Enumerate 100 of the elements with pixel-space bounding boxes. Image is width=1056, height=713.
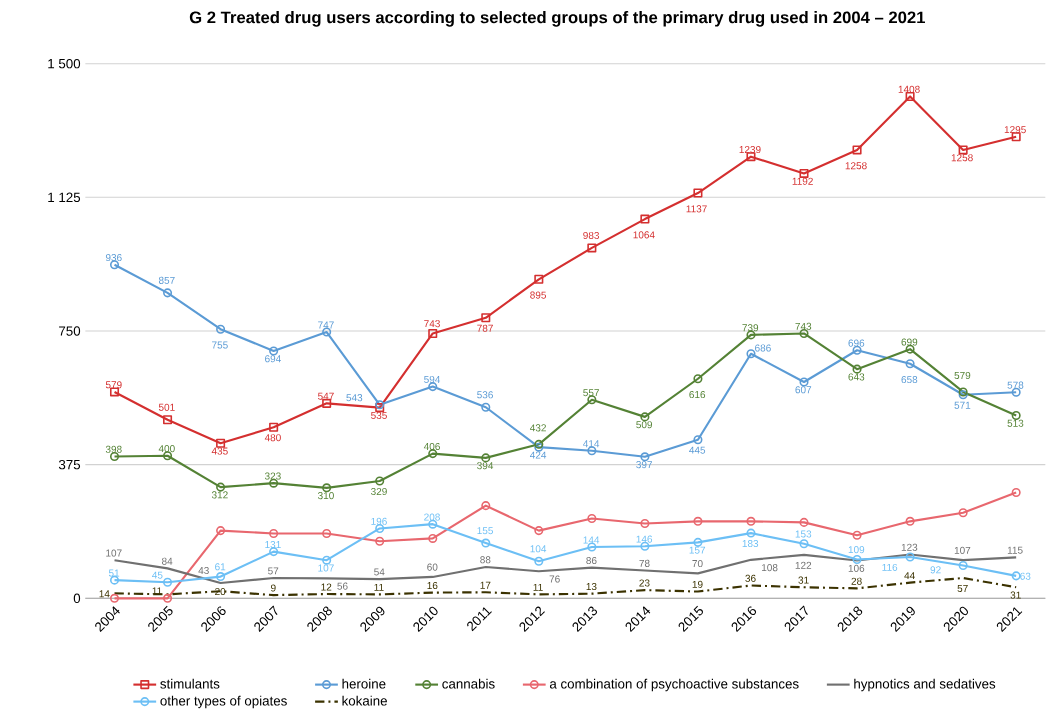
data-label: 414: [583, 440, 600, 448]
data-label: 14: [99, 590, 110, 598]
data-label: 76: [549, 575, 560, 583]
data-label: 23: [639, 579, 650, 587]
data-label: 397: [636, 461, 653, 469]
y-tick-label: 750: [59, 326, 81, 336]
point: [693, 435, 703, 445]
point: [799, 377, 809, 387]
point: [693, 537, 703, 547]
point: [163, 415, 173, 425]
data-label: 36: [745, 574, 756, 582]
data-label: 57: [957, 585, 968, 593]
y-tick-label: 1 500: [48, 58, 81, 69]
data-label: 44: [904, 572, 915, 580]
data-label: 513: [1007, 419, 1024, 427]
data-label: 109: [848, 546, 865, 554]
point: [799, 539, 809, 549]
point: [799, 517, 809, 527]
point: [428, 449, 438, 459]
data-label: 686: [755, 344, 771, 352]
point: [958, 145, 968, 155]
legend-label: cannabis: [442, 678, 495, 689]
data-label: 983: [583, 231, 600, 240]
data-label: 61: [215, 563, 226, 571]
data-label: 936: [105, 254, 122, 262]
point: [693, 188, 703, 198]
data-label: 547: [318, 392, 334, 400]
data-label: 501: [158, 403, 175, 411]
point: [693, 516, 703, 526]
point: [163, 288, 173, 298]
data-label: 1258: [845, 162, 867, 170]
data-label: 31: [1010, 591, 1021, 599]
data-label: 12: [321, 583, 332, 591]
point: [746, 516, 756, 526]
data-label: 104: [530, 545, 547, 553]
data-label: 406: [423, 442, 440, 451]
data-label: 543: [346, 394, 363, 402]
data-label: 509: [636, 421, 653, 429]
data-label: 398: [105, 445, 122, 453]
point: [216, 438, 226, 448]
y-tick-label: 0: [73, 593, 81, 604]
data-label: 123: [901, 543, 918, 551]
data-label: 696: [848, 339, 865, 347]
data-label: 400: [158, 445, 175, 453]
data-label: 131: [265, 540, 281, 549]
data-label: 115: [1007, 546, 1023, 554]
point: [746, 152, 756, 162]
point: [269, 528, 279, 538]
data-label: 658: [901, 376, 918, 384]
point: [375, 536, 385, 546]
data-label: 31: [798, 576, 809, 584]
point: [428, 533, 438, 543]
data-label: 329: [371, 487, 387, 496]
legend-label: kokaine: [342, 695, 387, 706]
point: [587, 243, 597, 253]
legend-label: heroine: [342, 678, 386, 689]
legend-label: stimulants: [160, 678, 220, 689]
data-label: 11: [374, 583, 384, 591]
point: [640, 412, 650, 422]
point: [428, 382, 438, 392]
data-label: 107: [954, 546, 971, 554]
chart-title: G 2 Treated drug users according to selected groups of the primary drug used in 2004 – 2021: [189, 11, 925, 27]
data-label: 16: [427, 581, 438, 590]
data-label: 54: [374, 568, 385, 576]
data-label: 107: [106, 549, 122, 557]
point: [163, 577, 173, 587]
data-label: 480: [264, 434, 281, 442]
data-label: 1192: [792, 177, 813, 185]
data-label: 86: [586, 556, 597, 565]
data-label: 19: [692, 580, 703, 588]
point: [693, 374, 703, 384]
y-tick-label: 375: [58, 459, 81, 470]
point: [534, 526, 544, 536]
data-label: 51: [108, 569, 120, 577]
data-label: 13: [586, 583, 597, 591]
data-label: 196: [371, 517, 387, 525]
data-label: 60: [427, 563, 438, 571]
point: [852, 145, 862, 155]
data-label: 108: [761, 564, 778, 572]
point: [640, 518, 650, 528]
data-label: 1295: [1004, 126, 1026, 134]
data-label: 739: [742, 324, 759, 332]
data-label: 88: [480, 556, 491, 564]
legend-label: a combination of psychoactive substances: [549, 678, 799, 692]
point: [1011, 571, 1021, 581]
data-label: 122: [795, 561, 812, 569]
point: [481, 402, 491, 412]
data-label: 1064: [633, 231, 655, 239]
point: [216, 572, 226, 582]
point: [587, 513, 597, 524]
point: [1011, 487, 1021, 497]
data-label: 743: [795, 322, 812, 330]
data-label: 144: [583, 536, 600, 544]
data-label: 84: [161, 557, 173, 565]
point: [216, 324, 226, 334]
point: [322, 483, 332, 493]
data-label: 57: [268, 567, 279, 575]
data-label: 116: [882, 563, 898, 571]
data-label: 571: [954, 401, 971, 409]
data-label: 857: [158, 276, 175, 284]
